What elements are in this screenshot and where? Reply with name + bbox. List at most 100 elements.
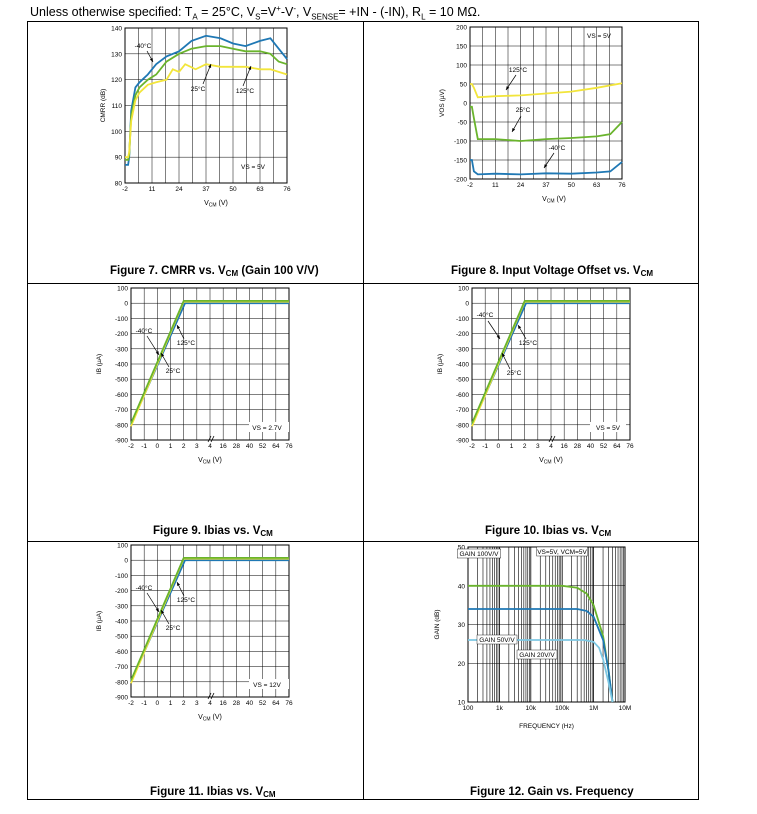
x-tick-label: 37 [542,182,550,189]
y-tick-label: 0 [124,558,128,565]
x-tick-label: 63 [256,186,264,193]
y-tick-label: -800 [456,422,469,429]
x-tick-label: -2 [122,186,128,193]
series-line-2 [130,556,289,681]
y-tick-label: -50 [458,120,468,127]
x-tick-label: 40 [246,700,254,707]
chart-ibias-vs-vcm-2v7: -900 -800 -700 -600 -500 -400 -300 -200 -100 0 100… [95,286,293,466]
vs-label-bg [590,422,626,432]
y-tick-label: 80 [115,181,123,188]
x-axis-label-vcm: VCM (V) [198,714,222,723]
x-tick-label: 76 [626,443,634,450]
annotation-gain-label: GAIN 100V/V [459,551,499,558]
annotation-arrowhead [161,353,165,357]
annotation-box [516,649,558,660]
annotation-25c: 25°C [191,85,206,93]
y-tick-label: 150 [456,44,467,51]
caption-figure-10: Figure 10. Ibias vs. VCM [485,525,612,538]
y-tick-label: 140 [111,26,122,33]
y-tick-label: -100 [456,316,469,323]
x-tick-label: -2 [128,700,134,707]
y-tick-label: -500 [115,377,128,384]
y-tick-label: 30 [458,622,466,629]
y-tick-label: -400 [115,362,128,369]
annotation-arrow [146,592,160,613]
x-tick-label: 100 [463,705,474,712]
y-tick-label: -300 [115,603,128,610]
y-tick-label: -800 [115,422,128,429]
chart-ibias-vs-vcm-5v: -900 -800 -700 -600 -500 -400 -300 -200 -100 0 100… [437,286,634,466]
x-tick-label: 1 [510,443,514,450]
annotation-arrowhead [161,610,165,614]
y-tick-label: 0 [124,301,128,308]
plot-frame [130,544,290,698]
x-tick-label: 52 [259,700,267,707]
y-tick-label: -900 [456,438,469,445]
y-tick-label: 20 [458,661,466,668]
y-axis-label: IB (µA) [96,354,103,374]
annotation-arrowhead [177,582,181,586]
annotation-125c: 125°C [236,87,254,95]
x-tick-label: 4 [549,443,553,450]
y-tick-label: -700 [115,407,128,414]
annotation-25c: 25°C [507,369,522,377]
y-tick-label: -100 [115,573,128,580]
x-tick-label: -2 [469,443,475,450]
annotation-25c: 25°C [166,367,181,375]
y-tick-label: -900 [115,695,128,702]
x-tick-label: 3 [195,700,199,707]
caption-figure-8: Figure 8. Input Voltage Offset vs. VCM [451,265,654,278]
y-tick-label: -300 [456,346,469,353]
x-tick-label: 0 [156,443,160,450]
x-tick-label: 100k [555,705,570,712]
annotation-125c: 125°C [519,339,537,347]
annotation-arrowhead [248,66,252,70]
y-tick-label: 10 [458,700,466,707]
x-tick-label: 24 [517,182,525,189]
y-tick-label: -200 [454,177,467,184]
y-tick-label: -200 [115,331,128,338]
series-line-2 [470,159,623,176]
x-tick-label: -2 [128,443,134,450]
x-axis-label-vcm: VCM (V) [198,457,222,466]
annotation-arrowhead [512,128,516,132]
y-tick-label: -700 [456,407,469,414]
x-tick-label: 24 [175,186,183,193]
x-tick-label: 11 [492,182,499,189]
y-tick-label: -400 [456,362,469,369]
x-tick-label: 2 [523,443,527,450]
annotation-arrowhead [502,353,506,357]
annotation-arrowhead [177,325,181,329]
chart-svg: -900 -800 -700 -600 -500 -400 -300 -200 -100 0 100… [437,286,634,466]
y-tick-label: 200 [456,25,467,32]
x-tick-label: 50 [229,186,237,193]
y-axis-label: IB (µA) [96,611,103,631]
annotation-125c: 125°C [177,339,195,347]
y-tick-label: 0 [465,301,469,308]
x-tick-label: 64 [272,443,280,450]
annotation-vs: VS = 5V [596,425,621,432]
chart-gain-vs-frequency: 10 20 30 40 50 100 1k 10k 100k 1M 10M GAIN (dB) FREQ… [434,545,632,731]
x-tick-label: 4 [208,700,212,707]
annotation-arrowhead [496,335,500,339]
series-line-1 [125,45,288,161]
y-tick-label: -600 [115,392,128,399]
y-tick-label: -800 [115,679,128,686]
x-tick-label: 1M [589,705,598,712]
y-tick-label: 90 [115,155,123,162]
axis-break-icon [207,435,215,443]
annotation-arrowhead [506,86,510,90]
plot-frame [471,287,631,441]
series-line-2 [130,299,289,424]
series-line-0 [125,34,288,166]
x-tick-label: 52 [600,443,608,450]
y-tick-label: 100 [117,543,128,550]
x-tick-label: 0 [156,700,160,707]
x-tick-label: 10M [619,705,632,712]
vs-label-bg [249,422,289,432]
x-tick-label: 64 [613,443,621,450]
plot-frame [469,26,623,180]
x-tick-label: 40 [246,443,254,450]
y-tick-label: -200 [115,588,128,595]
annotation-arrowhead [544,164,548,168]
